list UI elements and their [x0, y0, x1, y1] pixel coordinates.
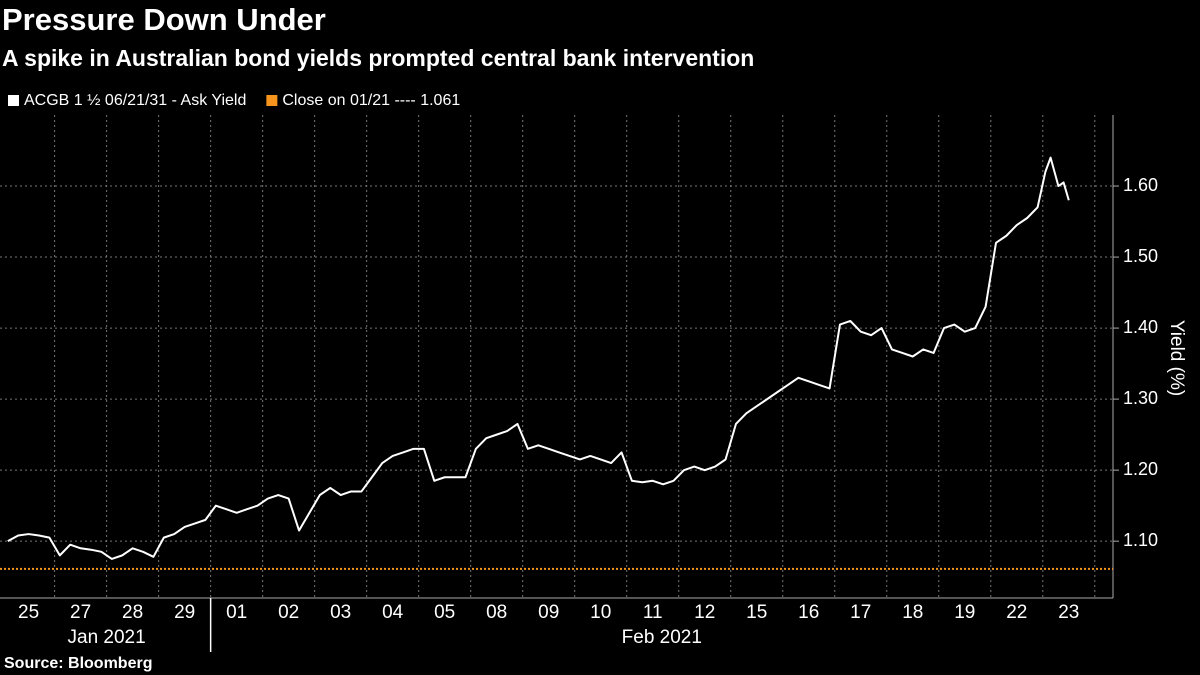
x-tick-label: 03	[330, 602, 351, 623]
x-tick-label: 25	[18, 602, 39, 623]
x-tick-label: 01	[226, 602, 247, 623]
y-tick-label: 1.60	[1123, 175, 1158, 195]
x-tick-label: 18	[902, 602, 923, 623]
x-tick-label: 23	[1058, 602, 1079, 623]
y-axis-label: Yield (%)	[1166, 320, 1187, 396]
x-tick-label: 08	[486, 602, 507, 623]
x-tick-label: 15	[746, 602, 767, 623]
y-tick-label: 1.40	[1123, 317, 1158, 337]
x-tick-label: 22	[1006, 602, 1027, 623]
x-tick-label: 17	[850, 602, 871, 623]
x-tick-label: 12	[694, 602, 715, 623]
y-tick-label: 1.20	[1123, 459, 1158, 479]
x-tick-label: 09	[538, 602, 559, 623]
x-tick-label: 04	[382, 602, 404, 623]
y-tick-label: 1.10	[1123, 530, 1158, 550]
chart-subtitle: A spike in Australian bond yields prompt…	[2, 45, 754, 71]
y-tick-label: 1.50	[1123, 246, 1158, 266]
x-tick-label: 28	[122, 602, 143, 623]
x-tick-label: 11	[643, 602, 663, 623]
x-tick-label: 16	[798, 602, 819, 623]
legend-swatch	[8, 95, 19, 106]
line-series	[7, 156, 1070, 560]
x-group-label: Feb 2021	[622, 627, 702, 648]
x-tick-label: 27	[70, 602, 91, 623]
x-tick-label: 05	[434, 602, 455, 623]
legend-swatch	[266, 95, 278, 106]
source: Source: Bloomberg	[4, 655, 152, 672]
y-tick-label: 1.30	[1123, 388, 1158, 408]
chart-title: Pressure Down Under	[2, 2, 326, 37]
x-tick-label: 02	[278, 602, 299, 623]
legend-label: Close on 01/21 ---- 1.061	[282, 92, 460, 109]
x-tick-label: 10	[590, 602, 611, 623]
legend-label: ACGB 1 ½ 06/21/31 - Ask Yield	[24, 92, 246, 109]
x-group-label: Jan 2021	[68, 627, 146, 648]
x-tick-label: 19	[954, 602, 975, 623]
x-tick-label: 29	[174, 602, 195, 623]
